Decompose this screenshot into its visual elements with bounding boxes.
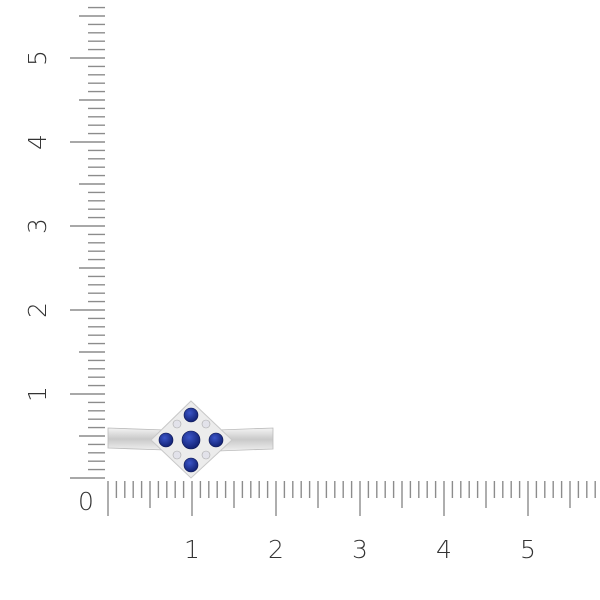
y-label-4: 4 xyxy=(23,134,52,150)
y-label-1: 1 xyxy=(23,386,52,402)
x-ruler xyxy=(107,481,596,516)
x-label-2: 2 xyxy=(268,535,284,564)
y-label-5: 5 xyxy=(23,50,52,66)
sapphire-stones xyxy=(158,407,224,473)
ring-image xyxy=(107,400,274,479)
y-ruler xyxy=(70,6,105,479)
x-label-5: 5 xyxy=(520,535,536,564)
accent-diamonds xyxy=(172,419,211,460)
x-label-1: 1 xyxy=(184,535,200,564)
x-label-4: 4 xyxy=(436,535,452,564)
x-label-3: 3 xyxy=(352,535,368,564)
origin-label: 0 xyxy=(78,487,94,516)
y-label-3: 3 xyxy=(23,218,52,234)
y-label-2: 2 xyxy=(23,302,52,318)
